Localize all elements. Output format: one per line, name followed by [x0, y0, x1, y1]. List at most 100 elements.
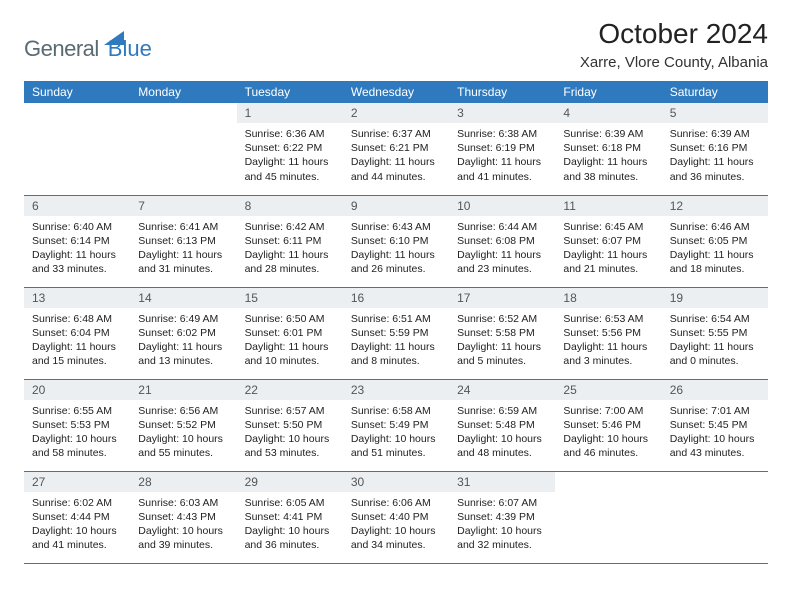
weekday-header: Wednesday — [343, 81, 449, 103]
sunset-line: Sunset: 5:53 PM — [32, 418, 122, 432]
day-number: 19 — [662, 288, 768, 308]
sunrise-line: Sunrise: 6:58 AM — [351, 404, 441, 418]
daylight-line: Daylight: 11 hours and 28 minutes. — [245, 248, 335, 276]
day-number: 20 — [24, 380, 130, 400]
daylight-line: Daylight: 11 hours and 26 minutes. — [351, 248, 441, 276]
day-number: 17 — [449, 288, 555, 308]
weekday-header: Friday — [555, 81, 661, 103]
daylight-line: Daylight: 11 hours and 15 minutes. — [32, 340, 122, 368]
daylight-line: Daylight: 10 hours and 43 minutes. — [670, 432, 760, 460]
sunrise-line: Sunrise: 6:57 AM — [245, 404, 335, 418]
daylight-line: Daylight: 10 hours and 46 minutes. — [563, 432, 653, 460]
day-number: 4 — [555, 103, 661, 123]
weekday-header: Sunday — [24, 81, 130, 103]
daylight-line: Daylight: 11 hours and 36 minutes. — [670, 155, 760, 183]
sunset-line: Sunset: 6:21 PM — [351, 141, 441, 155]
sunset-line: Sunset: 5:45 PM — [670, 418, 760, 432]
day-content: Sunrise: 6:37 AMSunset: 6:21 PMDaylight:… — [343, 123, 449, 190]
sunrise-line: Sunrise: 6:51 AM — [351, 312, 441, 326]
day-number: 5 — [662, 103, 768, 123]
day-content: Sunrise: 6:49 AMSunset: 6:02 PMDaylight:… — [130, 308, 236, 375]
daylight-line: Daylight: 11 hours and 3 minutes. — [563, 340, 653, 368]
sunset-line: Sunset: 6:13 PM — [138, 234, 228, 248]
day-content: Sunrise: 6:53 AMSunset: 5:56 PMDaylight:… — [555, 308, 661, 375]
daylight-line: Daylight: 11 hours and 41 minutes. — [457, 155, 547, 183]
sunset-line: Sunset: 5:50 PM — [245, 418, 335, 432]
sunset-line: Sunset: 6:19 PM — [457, 141, 547, 155]
calendar-day-cell: 14Sunrise: 6:49 AMSunset: 6:02 PMDayligh… — [130, 287, 236, 379]
day-content: Sunrise: 6:03 AMSunset: 4:43 PMDaylight:… — [130, 492, 236, 559]
sunrise-line: Sunrise: 6:39 AM — [563, 127, 653, 141]
sunset-line: Sunset: 6:01 PM — [245, 326, 335, 340]
calendar-day-cell: 3Sunrise: 6:38 AMSunset: 6:19 PMDaylight… — [449, 103, 555, 195]
sunset-line: Sunset: 5:49 PM — [351, 418, 441, 432]
sunset-line: Sunset: 6:11 PM — [245, 234, 335, 248]
sunset-line: Sunset: 5:46 PM — [563, 418, 653, 432]
daylight-line: Daylight: 10 hours and 36 minutes. — [245, 524, 335, 552]
day-content: Sunrise: 6:39 AMSunset: 6:18 PMDaylight:… — [555, 123, 661, 190]
day-number: 23 — [343, 380, 449, 400]
calendar-day-cell: 6Sunrise: 6:40 AMSunset: 6:14 PMDaylight… — [24, 195, 130, 287]
sunrise-line: Sunrise: 6:53 AM — [563, 312, 653, 326]
day-content: Sunrise: 6:50 AMSunset: 6:01 PMDaylight:… — [237, 308, 343, 375]
sunset-line: Sunset: 4:41 PM — [245, 510, 335, 524]
day-number: 13 — [24, 288, 130, 308]
calendar-day-cell: .. — [555, 471, 661, 563]
calendar-table: SundayMondayTuesdayWednesdayThursdayFrid… — [24, 81, 768, 564]
sunrise-line: Sunrise: 6:05 AM — [245, 496, 335, 510]
weekday-header: Monday — [130, 81, 236, 103]
day-content: Sunrise: 6:56 AMSunset: 5:52 PMDaylight:… — [130, 400, 236, 467]
day-content: Sunrise: 6:58 AMSunset: 5:49 PMDaylight:… — [343, 400, 449, 467]
day-content: Sunrise: 6:07 AMSunset: 4:39 PMDaylight:… — [449, 492, 555, 559]
calendar-day-cell: 5 Sunrise: 6:39 AMSunset: 6:16 PMDaylight… — [662, 103, 768, 195]
sunset-line: Sunset: 6:22 PM — [245, 141, 335, 155]
sunrise-line: Sunrise: 6:02 AM — [32, 496, 122, 510]
sunset-line: Sunset: 4:40 PM — [351, 510, 441, 524]
sunrise-line: Sunrise: 6:07 AM — [457, 496, 547, 510]
sunrise-line: Sunrise: 6:56 AM — [138, 404, 228, 418]
daylight-line: Daylight: 10 hours and 48 minutes. — [457, 432, 547, 460]
day-number: 11 — [555, 196, 661, 216]
calendar-day-cell: .. — [130, 103, 236, 195]
calendar-day-cell: .. — [662, 471, 768, 563]
day-number: 24 — [449, 380, 555, 400]
day-content: Sunrise: 6:05 AMSunset: 4:41 PMDaylight:… — [237, 492, 343, 559]
day-content: Sunrise: 6:41 AMSunset: 6:13 PMDaylight:… — [130, 216, 236, 283]
day-content: Sunrise: 6:36 AMSunset: 6:22 PMDaylight:… — [237, 123, 343, 190]
title-block: October 2024 Xarre, Vlore County, Albani… — [580, 18, 768, 71]
sunrise-line: Sunrise: 6:41 AM — [138, 220, 228, 234]
day-content: Sunrise: 6:42 AMSunset: 6:11 PMDaylight:… — [237, 216, 343, 283]
sunrise-line: Sunrise: 6:39 AM — [670, 127, 760, 141]
daylight-line: Daylight: 10 hours and 41 minutes. — [32, 524, 122, 552]
sunset-line: Sunset: 5:56 PM — [563, 326, 653, 340]
daylight-line: Daylight: 10 hours and 55 minutes. — [138, 432, 228, 460]
calendar-day-cell: 2Sunrise: 6:37 AMSunset: 6:21 PMDaylight… — [343, 103, 449, 195]
logo-text-general: General — [24, 36, 99, 62]
calendar-day-cell: 30Sunrise: 6:06 AMSunset: 4:40 PMDayligh… — [343, 471, 449, 563]
calendar-header-row: SundayMondayTuesdayWednesdayThursdayFrid… — [24, 81, 768, 103]
sunset-line: Sunset: 4:44 PM — [32, 510, 122, 524]
daylight-line: Daylight: 11 hours and 5 minutes. — [457, 340, 547, 368]
day-number: 29 — [237, 472, 343, 492]
calendar-day-cell: 15Sunrise: 6:50 AMSunset: 6:01 PMDayligh… — [237, 287, 343, 379]
page-title: October 2024 — [580, 18, 768, 50]
sunset-line: Sunset: 6:16 PM — [670, 141, 760, 155]
sunrise-line: Sunrise: 7:00 AM — [563, 404, 653, 418]
sunrise-line: Sunrise: 6:52 AM — [457, 312, 547, 326]
weekday-header: Thursday — [449, 81, 555, 103]
calendar-body: ....1Sunrise: 6:36 AMSunset: 6:22 PMDayl… — [24, 103, 768, 563]
sunrise-line: Sunrise: 6:37 AM — [351, 127, 441, 141]
day-number: 21 — [130, 380, 236, 400]
daylight-line: Daylight: 10 hours and 32 minutes. — [457, 524, 547, 552]
day-content: Sunrise: 6:40 AMSunset: 6:14 PMDaylight:… — [24, 216, 130, 283]
day-number: 25 — [555, 380, 661, 400]
daylight-line: Daylight: 11 hours and 23 minutes. — [457, 248, 547, 276]
sunrise-line: Sunrise: 6:42 AM — [245, 220, 335, 234]
sunrise-line: Sunrise: 6:46 AM — [670, 220, 760, 234]
day-number: 1 — [237, 103, 343, 123]
sunrise-line: Sunrise: 6:44 AM — [457, 220, 547, 234]
location-label: Xarre, Vlore County, Albania — [580, 54, 768, 71]
daylight-line: Daylight: 11 hours and 0 minutes. — [670, 340, 760, 368]
day-content: Sunrise: 6:45 AMSunset: 6:07 PMDaylight:… — [555, 216, 661, 283]
sunrise-line: Sunrise: 6:40 AM — [32, 220, 122, 234]
